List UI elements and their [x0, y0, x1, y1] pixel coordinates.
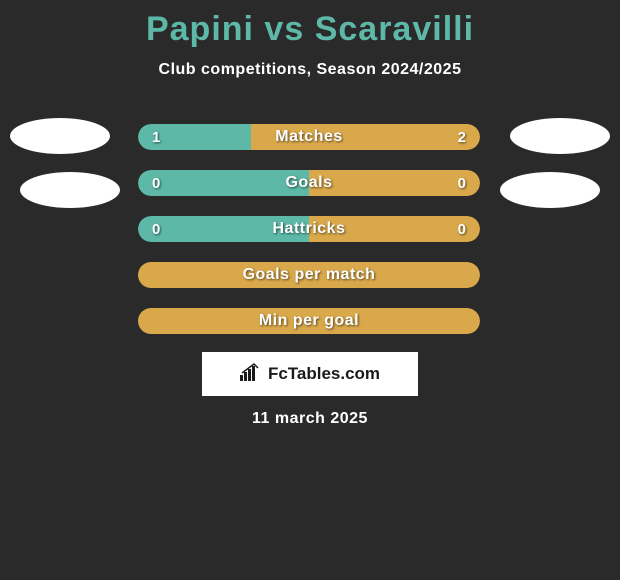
page-subtitle: Club competitions, Season 2024/2025 — [0, 61, 620, 79]
logo-box: FcTables.com — [202, 352, 418, 396]
stat-bar-matches: Matches1 2 — [138, 124, 480, 150]
stat-bar-goals: Goals0 0 — [138, 170, 480, 196]
footer-date: 11 march 2025 — [0, 410, 620, 428]
bar-value-left: 0 — [152, 175, 160, 192]
bar-value-right: 0 — [458, 221, 466, 238]
bar-value-right: 2 — [458, 129, 466, 146]
stat-bar-goals-per-match: Goals per match — [138, 262, 480, 288]
bar-label: Goals per match — [138, 266, 480, 284]
bar-value-right: 0 — [458, 175, 466, 192]
comparison-bars: Matches12Goals00Hattricks00Goals per mat… — [138, 124, 480, 354]
bar-label: Min per goal — [138, 312, 480, 330]
bar-value-left: 0 — [152, 221, 160, 238]
player-badge-right-2 — [500, 172, 600, 208]
stat-bar-min-per-goal: Min per goal — [138, 308, 480, 334]
page-title: Papini vs Scaravilli — [0, 10, 620, 49]
stat-bar-hattricks: Hattricks0 0 — [138, 216, 480, 242]
player-badge-right-1 — [510, 118, 610, 154]
logo-text: FcTables.com — [268, 364, 380, 384]
chart-icon — [240, 363, 262, 386]
bar-label: Hattricks — [138, 220, 480, 238]
bar-value-left: 1 — [152, 129, 160, 146]
bar-label: Goals — [138, 174, 480, 192]
player-badge-left-2 — [20, 172, 120, 208]
bar-label: Matches — [138, 128, 480, 146]
player-badge-left-1 — [10, 118, 110, 154]
header: Papini vs Scaravilli Club competitions, … — [0, 0, 620, 79]
